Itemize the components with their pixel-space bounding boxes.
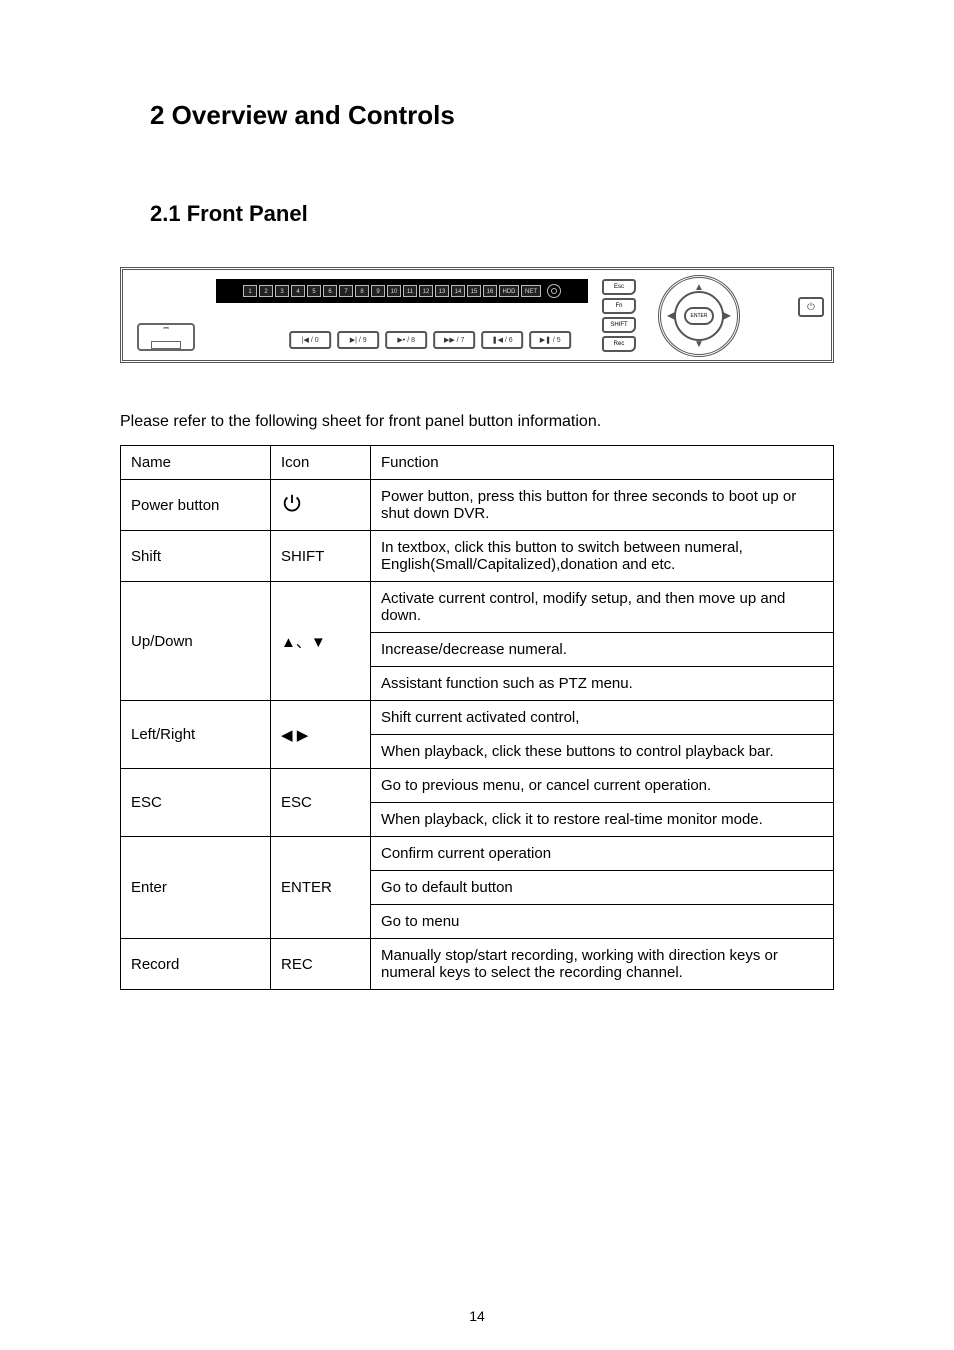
cell-function: Go to previous menu, or cancel current o… [371, 769, 834, 803]
side-key-shift: SHIFT [602, 317, 636, 333]
indicator: 10 [387, 285, 401, 297]
indicator: 2 [259, 285, 273, 297]
indicator: 4 [291, 285, 305, 297]
indicator: 9 [371, 285, 385, 297]
table-intro: Please refer to the following sheet for … [120, 413, 834, 431]
power-icon [271, 480, 371, 531]
side-key-esc: Esc [602, 279, 636, 295]
power-icon: ⏻ [798, 297, 824, 317]
playback-button: ▶▶ / 7 [433, 331, 475, 349]
cell-function: Go to default button [371, 871, 834, 905]
cell-icon: ESC [271, 769, 371, 837]
table-row: Shift SHIFT In textbox, click this butto… [121, 531, 834, 582]
nav-wheel: ▲ ▼ ◀ ▶ ENTER [658, 275, 740, 357]
indicator: 6 [323, 285, 337, 297]
panel-right: Esc Fn SHIFT Rec ▲ ▼ ◀ ▶ ENTER ⏻ [598, 273, 828, 357]
side-key-fn: Fn [602, 298, 636, 314]
indicator: 12 [419, 285, 433, 297]
indicator-net: NET [521, 285, 541, 297]
th-name: Name [121, 446, 271, 480]
cell-function: Activate current control, modify setup, … [371, 582, 834, 633]
cell-name: Up/Down [121, 582, 271, 701]
right-icon: ▶ [723, 311, 731, 322]
indicator: 3 [275, 285, 289, 297]
table-row: Enter ENTER Confirm current operation [121, 837, 834, 871]
playback-button: ▶| / 9 [337, 331, 379, 349]
table-row: Up/Down ▲、▼ Activate current control, mo… [121, 582, 834, 633]
cell-function: Increase/decrease numeral. [371, 633, 834, 667]
page-number: 14 [469, 1308, 485, 1324]
cell-name: Left/Right [121, 701, 271, 769]
indicator: 13 [435, 285, 449, 297]
cell-function: Power button, press this button for thre… [371, 480, 834, 531]
cell-name: Power button [121, 480, 271, 531]
playback-button: ❚◀ / 6 [481, 331, 523, 349]
indicator-bar: 1 2 3 4 5 6 7 8 9 10 11 12 13 14 15 16 H [216, 279, 588, 303]
cell-function: When playback, click it to restore real-… [371, 803, 834, 837]
table-row: ESC ESC Go to previous menu, or cancel c… [121, 769, 834, 803]
left-right-icon: ◀ ▶ [271, 701, 371, 769]
cell-icon: ENTER [271, 837, 371, 939]
cell-name: Enter [121, 837, 271, 939]
table-row: Record REC Manually stop/start recording… [121, 939, 834, 990]
down-icon: ▼ [694, 339, 704, 350]
controls-table: Name Icon Function Power button Power bu… [120, 445, 834, 990]
indicator: 8 [355, 285, 369, 297]
indicator: 15 [467, 285, 481, 297]
cell-name: Record [121, 939, 271, 990]
enter-button: ENTER [684, 307, 714, 325]
playback-button: |◀ / 0 [289, 331, 331, 349]
cell-function: When playback, click these buttons to co… [371, 735, 834, 769]
cell-function: Shift current activated control, [371, 701, 834, 735]
cell-icon: SHIFT [271, 531, 371, 582]
left-icon: ◀ [667, 311, 675, 322]
up-down-icon: ▲、▼ [271, 582, 371, 701]
front-panel-diagram: ⎓ 1 2 3 4 5 6 7 8 9 10 11 12 [120, 267, 834, 363]
cell-name: ESC [121, 769, 271, 837]
table-row: Left/Right ◀ ▶ Shift current activated c… [121, 701, 834, 735]
indicator: 1 [243, 285, 257, 297]
section-heading: 2.1 Front Panel [150, 201, 834, 227]
ir-receiver-icon [547, 284, 561, 298]
indicator: 11 [403, 285, 417, 297]
th-icon: Icon [271, 446, 371, 480]
up-icon: ▲ [694, 282, 704, 293]
cell-name: Shift [121, 531, 271, 582]
panel-left-usb: ⎓ [126, 273, 206, 357]
indicator: 7 [339, 285, 353, 297]
playback-button: ▶• / 8 [385, 331, 427, 349]
cell-function: Confirm current operation [371, 837, 834, 871]
playback-button: ▶❚ / 5 [529, 331, 571, 349]
indicator-hdd: HDD [499, 285, 519, 297]
cell-function: In textbox, click this button to switch … [371, 531, 834, 582]
panel-mid: 1 2 3 4 5 6 7 8 9 10 11 12 13 14 15 16 H [206, 273, 598, 357]
side-key-rec: Rec [602, 336, 636, 352]
playback-buttons: |◀ / 0 ▶| / 9 ▶• / 8 ▶▶ / 7 ❚◀ / 6 ▶❚ / … [289, 331, 571, 349]
indicator: 14 [451, 285, 465, 297]
cell-function: Go to menu [371, 905, 834, 939]
chapter-heading: 2 Overview and Controls [150, 100, 834, 131]
th-function: Function [371, 446, 834, 480]
indicator: 5 [307, 285, 321, 297]
indicator: 16 [483, 285, 497, 297]
cell-function: Assistant function such as PTZ menu. [371, 667, 834, 701]
usb-port: ⎓ [137, 323, 195, 351]
cell-function: Manually stop/start recording, working w… [371, 939, 834, 990]
table-row: Power button Power button, press this bu… [121, 480, 834, 531]
cell-icon: REC [271, 939, 371, 990]
